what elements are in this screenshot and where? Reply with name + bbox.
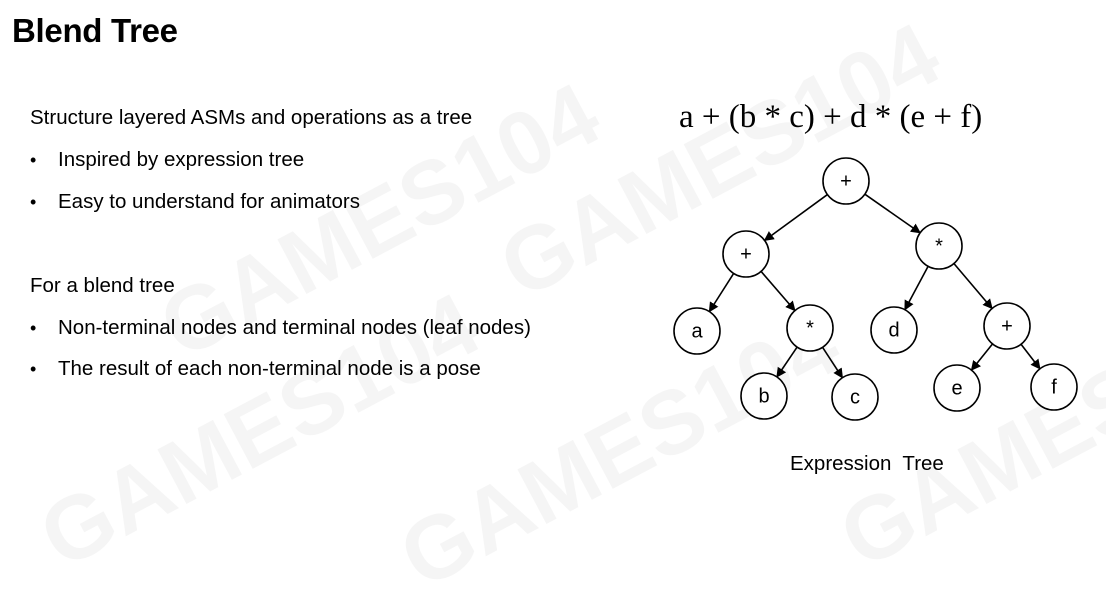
expression-formula: a + (b * c) + d * (e + f): [679, 99, 983, 135]
bullet-item: • Inspired by expression tree: [30, 148, 304, 172]
tree-node-label: e: [951, 377, 962, 399]
bullet-text: The result of each non-terminal node is …: [58, 357, 481, 380]
tree-edge-n_plus_left-n_mul_bc: [760, 270, 796, 312]
tree-node-label: c: [850, 386, 860, 408]
tree-node-circle: [786, 304, 834, 352]
tree-node-n_plus_left: +: [722, 230, 770, 278]
tree-node-circle: [722, 230, 770, 278]
tree-edge-n_mul_bc-leaf_c: [821, 346, 843, 379]
tree-node-circle: [870, 306, 918, 354]
slide-title: Blend Tree: [12, 12, 178, 49]
bullet-item: • Easy to understand for animators: [30, 190, 360, 214]
tree-node-leaf_c: c: [831, 373, 879, 421]
bullet-glyph: •: [30, 150, 37, 170]
tree-edge-n_plus_ef-leaf_f: [1020, 343, 1041, 370]
section-heading-structure: Structure layered ASMs and operations as…: [30, 106, 473, 129]
tree-node-circle: [740, 372, 788, 420]
tree-node-root: +: [822, 157, 870, 205]
tree-node-label: a: [691, 320, 703, 342]
tree-node-circle: [933, 364, 981, 412]
tree-node-label: b: [758, 385, 769, 407]
tree-edge-root-n_plus_left: [763, 193, 828, 242]
tree-edge-n_plus_ef-leaf_e: [970, 343, 994, 371]
tree-node-circle: [983, 302, 1031, 350]
tree-node-label: d: [888, 319, 899, 341]
bullet-item: • Non-terminal nodes and terminal nodes (…: [30, 316, 531, 340]
tree-node-leaf_b: b: [740, 372, 788, 420]
tree-node-leaf_a: a: [673, 307, 721, 355]
tree-node-label: *: [935, 235, 943, 257]
tree-node-leaf_d: d: [870, 306, 918, 354]
bullet-glyph: •: [30, 359, 37, 379]
tree-node-n_plus_ef: +: [983, 302, 1031, 350]
tree-node-circle: [673, 307, 721, 355]
tree-node-n_mul_right: *: [915, 222, 963, 270]
section-heading-blend-tree: For a blend tree: [30, 274, 175, 297]
tree-node-label: +: [840, 170, 852, 192]
tree-edge-n_mul_bc-leaf_b: [776, 346, 798, 378]
bullet-text: Easy to understand for animators: [58, 190, 360, 213]
tree-node-circle: [822, 157, 870, 205]
tree-node-leaf_e: e: [933, 364, 981, 412]
tree-node-label: +: [1001, 315, 1013, 337]
tree-edge-n_mul_right-n_plus_ef: [953, 263, 993, 310]
tree-edge-n_plus_left-leaf_a: [708, 272, 735, 313]
tree-node-label: +: [740, 243, 752, 265]
tree-node-n_mul_bc: *: [786, 304, 834, 352]
tree-node-label: f: [1051, 376, 1057, 398]
bullet-glyph: •: [30, 192, 37, 212]
bullet-text: Non-terminal nodes and terminal nodes (l…: [58, 316, 531, 339]
bullet-item: • The result of each non-terminal node is…: [30, 357, 481, 381]
tree-edge-root-n_mul_right: [864, 193, 921, 234]
tree-node-label: *: [806, 317, 814, 339]
expression-tree-diagram: + + * a * d + b c e f: [673, 157, 1078, 421]
tree-node-leaf_f: f: [1030, 363, 1078, 411]
bullet-text: Inspired by expression tree: [58, 148, 305, 171]
tree-node-circle: [915, 222, 963, 270]
bullet-glyph: •: [30, 318, 37, 338]
tree-node-circle: [831, 373, 879, 421]
diagram-caption: Expression Tree: [790, 452, 944, 475]
tree-node-circle: [1030, 363, 1078, 411]
tree-edge-n_mul_right-leaf_d: [904, 265, 929, 311]
